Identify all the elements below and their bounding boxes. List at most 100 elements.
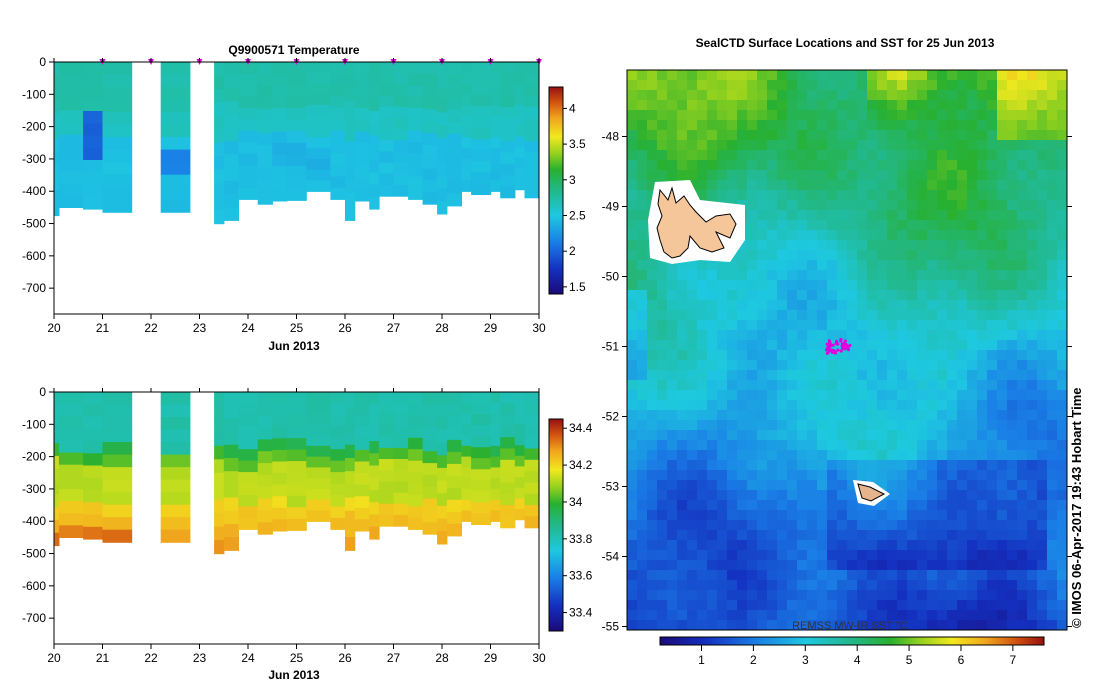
sst-cell — [807, 410, 818, 421]
seal-location-dot — [840, 344, 844, 348]
sst-cell — [957, 160, 968, 171]
temperature-cell — [257, 121, 273, 134]
sst-cell — [917, 420, 928, 431]
sst-cell — [1017, 550, 1028, 561]
sst-cell — [1027, 450, 1038, 461]
sst-cell — [817, 480, 828, 491]
sst-cell — [837, 220, 848, 231]
sst-cell — [947, 610, 958, 621]
sst-cell — [847, 430, 858, 441]
sst-cell — [857, 120, 868, 131]
sst-cell — [867, 610, 878, 621]
sst-cell — [1007, 430, 1018, 441]
temperature-cell — [58, 158, 84, 172]
sst-cell — [1047, 250, 1058, 261]
sst-cell — [837, 400, 848, 411]
sst-cell — [1007, 460, 1018, 471]
sst-cell — [717, 510, 728, 521]
salinity-cell — [461, 424, 472, 436]
salinity-cell — [58, 501, 84, 514]
temperature-cell — [393, 62, 409, 74]
sst-cell — [877, 240, 888, 251]
sst-cell — [757, 420, 768, 431]
salinity-cell — [393, 514, 409, 527]
sst-cell — [637, 300, 648, 311]
sst-cell — [1027, 340, 1038, 351]
sst-cell — [957, 130, 968, 141]
salinity-cell — [408, 392, 424, 404]
sst-cell — [717, 280, 728, 291]
sst-cell — [867, 600, 878, 611]
sst-cell — [717, 550, 728, 561]
sst-cell — [897, 620, 908, 630]
sst-cell — [667, 260, 678, 271]
sst-cell — [737, 410, 748, 421]
sst-cell — [657, 570, 668, 581]
temperature-cell — [160, 112, 191, 126]
sst-cell — [1037, 380, 1048, 391]
sst-cell — [677, 590, 688, 601]
sst-cell — [677, 530, 688, 541]
sst-cell — [747, 400, 758, 411]
sst-cell — [817, 100, 828, 111]
sst-cell — [637, 430, 648, 441]
sst-cell — [687, 270, 698, 281]
sst-cell — [927, 450, 938, 461]
temperature-cell — [214, 75, 225, 90]
sst-cell — [987, 200, 998, 211]
sst-cell — [687, 70, 698, 81]
temperature-cell — [539, 158, 545, 169]
salinity-cell — [272, 449, 288, 463]
sst-cell — [777, 550, 788, 561]
sst-cell — [827, 370, 838, 381]
sst-cell — [697, 610, 708, 621]
temperature-cell — [306, 72, 332, 85]
sst-cell — [827, 210, 838, 221]
sst-cell — [777, 470, 788, 481]
sst-cell — [927, 90, 938, 101]
sst-cell — [777, 210, 788, 221]
sst-cell — [967, 230, 978, 241]
temperature-cell — [524, 152, 539, 165]
sst-cell — [907, 130, 918, 141]
sst-cell — [757, 310, 768, 321]
sst-cell — [957, 90, 968, 101]
sst-cell — [887, 530, 898, 541]
salinity-cell — [446, 499, 462, 513]
sst-cell — [967, 380, 978, 391]
sst-cell — [927, 390, 938, 401]
sst-cell — [637, 200, 648, 211]
sst-cell — [747, 560, 758, 571]
temperature-cell — [223, 141, 239, 155]
sst-cell — [797, 120, 808, 131]
sst-cell — [1057, 360, 1067, 371]
sst-cell — [657, 350, 668, 361]
sst-cell — [1047, 570, 1058, 581]
sst-cell — [1007, 70, 1018, 81]
sst-cell — [967, 70, 978, 81]
sst-cell — [897, 230, 908, 241]
sst-cell — [757, 570, 768, 581]
sst-cell — [887, 90, 898, 101]
sst-cell — [937, 310, 948, 321]
salinity-cell — [369, 502, 380, 516]
salinity-cell — [378, 425, 395, 438]
sst-cell — [907, 270, 918, 281]
sst-cell — [717, 100, 728, 111]
salinity-cell — [102, 392, 133, 406]
temperature-cell — [306, 62, 332, 74]
salinity-cell — [354, 415, 370, 428]
sst-cell — [947, 180, 958, 191]
sst-cell — [1047, 90, 1058, 101]
temperature-cell — [257, 144, 273, 158]
sst-cell — [997, 440, 1008, 451]
sst-cell — [917, 260, 928, 271]
salinity-cell — [461, 499, 472, 512]
salinity-cell — [354, 461, 370, 474]
sst-cell — [937, 580, 948, 591]
sst-cell — [727, 330, 738, 341]
sst-cell — [837, 510, 848, 521]
sst-cell — [757, 580, 768, 591]
sst-cell — [847, 240, 858, 251]
salinity-cell — [102, 529, 133, 543]
